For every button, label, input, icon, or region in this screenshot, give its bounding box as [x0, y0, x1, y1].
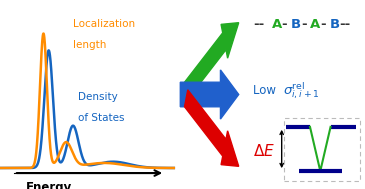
FancyArrow shape — [180, 70, 239, 119]
Text: Localization: Localization — [73, 19, 135, 29]
Text: length: length — [73, 40, 106, 50]
Text: $\Delta E$: $\Delta E$ — [253, 143, 275, 159]
Text: $\sigma_{i,i+1}^{\rm rel}$: $\sigma_{i,i+1}^{\rm rel}$ — [283, 80, 320, 101]
Text: -: - — [301, 18, 306, 31]
Text: --: -- — [253, 18, 264, 31]
Text: --: -- — [339, 18, 350, 31]
Text: Energy: Energy — [26, 181, 72, 189]
FancyArrow shape — [185, 23, 239, 99]
Text: -: - — [282, 18, 287, 31]
Text: -: - — [320, 18, 326, 31]
Text: A: A — [310, 18, 320, 31]
Text: Density: Density — [78, 92, 118, 102]
Text: A: A — [272, 18, 282, 31]
FancyArrow shape — [185, 90, 239, 166]
Text: of States: of States — [78, 113, 125, 123]
Text: B: B — [291, 18, 301, 31]
Bar — [284, 118, 360, 181]
Text: Low: Low — [253, 84, 280, 97]
Text: B: B — [330, 18, 339, 31]
